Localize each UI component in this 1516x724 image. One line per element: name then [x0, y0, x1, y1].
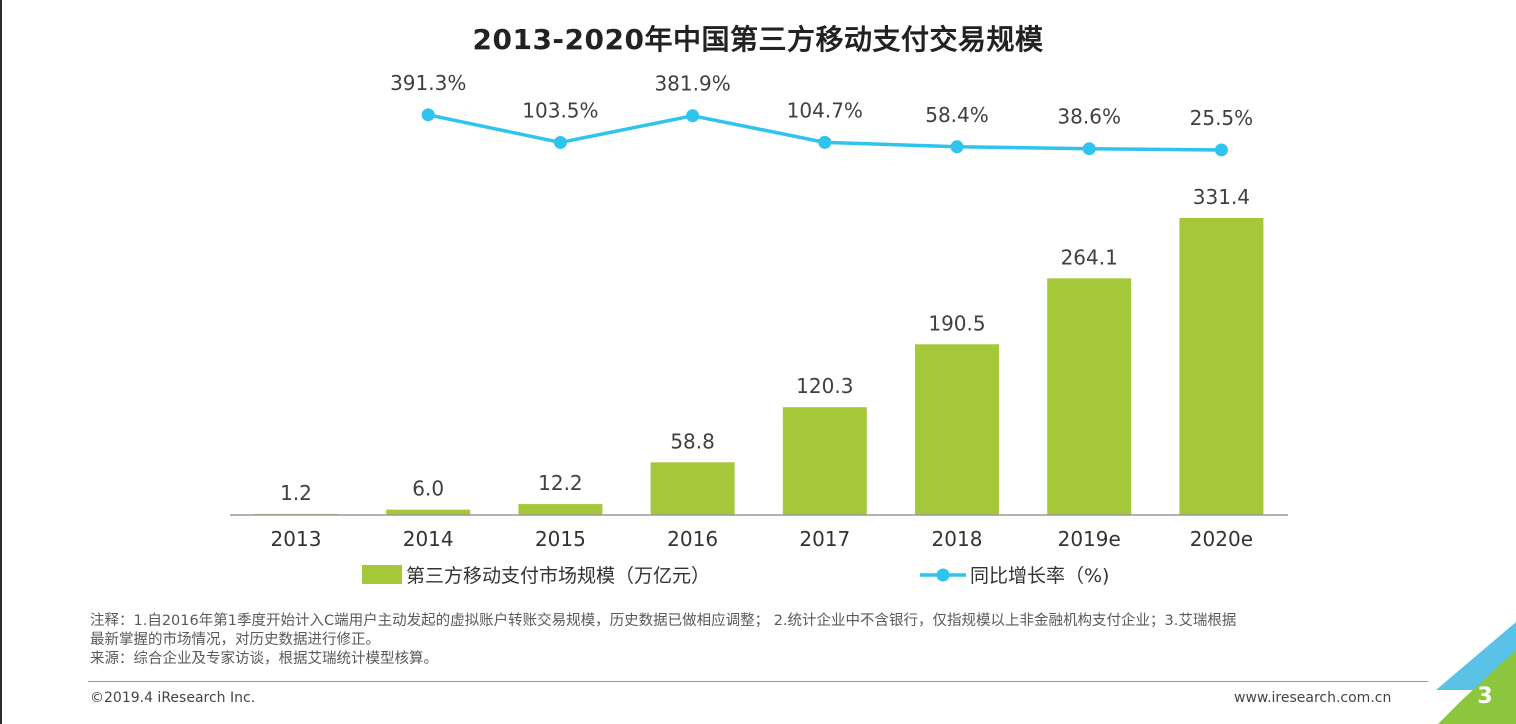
bar-2018 — [915, 344, 999, 515]
x-tick-label-2016: 2016 — [667, 527, 718, 551]
source-line: 来源：综合企业及专家访谈，根据艾瑞统计模型核算。 — [90, 651, 438, 667]
growth-point-2016 — [686, 109, 700, 123]
bar-2020e — [1179, 218, 1264, 515]
bar-2016 — [650, 462, 735, 515]
growth-point-2014 — [421, 108, 435, 122]
note-line-2: 最新掌握的市场情况，对历史数据进行修正。 — [90, 632, 380, 648]
bar-2019e — [1047, 278, 1132, 515]
growth-point-2015 — [553, 135, 567, 149]
bar-label-2014: 6.0 — [412, 477, 444, 501]
left-border-line — [0, 0, 2, 724]
note-line-1: 注释：1.自2016年第1季度开始计入C端用户主动发起的虚拟账户转账交易规模，历… — [90, 613, 1237, 629]
bar-label-2020e: 331.4 — [1193, 185, 1250, 209]
growth-label-2020e: 25.5% — [1190, 106, 1254, 130]
growth-label-2016: 381.9% — [654, 72, 730, 96]
page-number: 3 — [1477, 684, 1493, 709]
x-tick-label-2015: 2015 — [535, 527, 586, 551]
growth-point-2017 — [818, 135, 832, 149]
growth-label-2014: 391.3% — [390, 71, 466, 95]
growth-label-2018: 58.4% — [925, 103, 989, 127]
x-tick-label-2014: 2014 — [403, 527, 454, 551]
website-link[interactable]: www.iresearch.com.cn — [1234, 690, 1392, 706]
growth-label-2015: 103.5% — [522, 98, 598, 122]
x-tick-label-2018: 2018 — [932, 527, 983, 551]
bar-label-2018: 190.5 — [928, 311, 985, 335]
bar-2017 — [782, 407, 867, 515]
growth-point-2019e — [1082, 142, 1096, 156]
growth-label-2017: 104.7% — [787, 98, 863, 122]
x-tick-label-2020e: 2020e — [1190, 527, 1253, 551]
growth-point-2018 — [950, 140, 964, 154]
legend-bar-label: 第三方移动支付市场规模（万亿元） — [406, 565, 710, 587]
bar-label-2017: 120.3 — [796, 374, 853, 398]
chart-title: 2013-2020年中国第三方移动支付交易规模 — [472, 23, 1044, 56]
x-tick-label-2013: 2013 — [271, 527, 322, 551]
chart-area: 1.2 6.0 12.2 58.8 120.3 190.5 264.1 331.4 391.3… — [230, 71, 1288, 587]
x-tick-label-2017: 2017 — [799, 527, 850, 551]
x-tick-label-2019e: 2019e — [1058, 527, 1121, 551]
bar-label-2015: 12.2 — [538, 471, 583, 495]
bar-label-2016: 58.8 — [670, 429, 715, 453]
corner-green-triangle — [1438, 650, 1516, 724]
legend-line-marker — [936, 568, 950, 582]
copyright-text: ©2019.4 iResearch Inc. — [90, 690, 256, 706]
bar-2014 — [386, 509, 471, 515]
growth-point-2020e — [1214, 143, 1228, 157]
bar-label-2013: 1.2 — [280, 481, 312, 505]
footer-divider — [88, 681, 1428, 682]
legend-bar-swatch — [362, 565, 402, 584]
bar-label-2019e: 264.1 — [1061, 245, 1118, 269]
legend-line-label: 同比增长率（%) — [970, 565, 1109, 587]
bar-2015 — [518, 504, 603, 515]
growth-label-2019e: 38.6% — [1057, 105, 1121, 129]
notes-block: 注释：1.自2016年第1季度开始计入C端用户主动发起的虚拟账户转账交易规模，历… — [90, 612, 1430, 669]
